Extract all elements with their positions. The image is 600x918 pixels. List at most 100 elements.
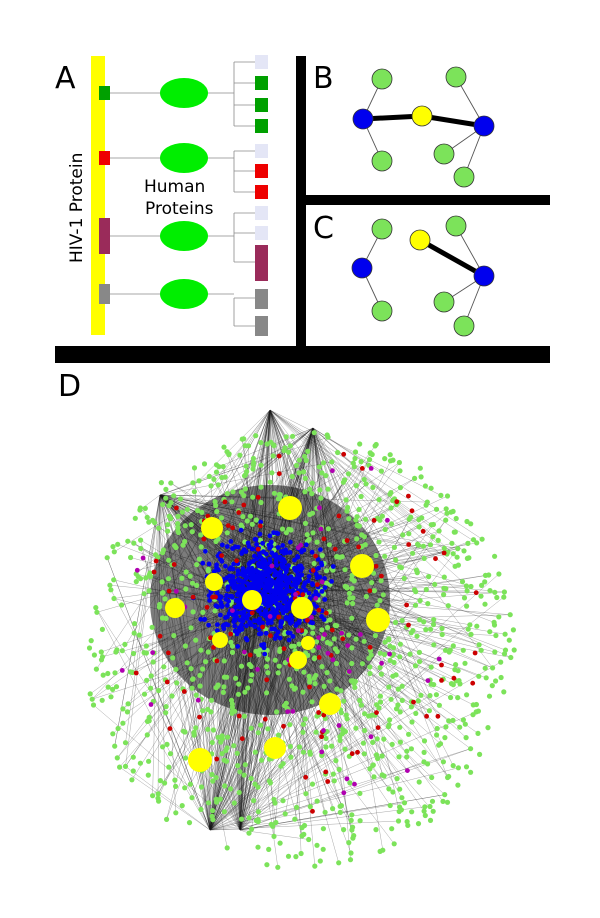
site-box-green [255, 98, 268, 112]
network-node [349, 751, 355, 757]
network-node [291, 643, 297, 649]
network-node [382, 553, 388, 559]
network-node [368, 652, 374, 658]
network-node [195, 697, 201, 703]
network-node [329, 579, 334, 584]
network-node [177, 496, 184, 502]
network-node [262, 593, 268, 599]
network-node [186, 820, 193, 826]
network-node [148, 702, 154, 707]
network-node [133, 670, 139, 676]
network-node [258, 462, 264, 468]
network-node [244, 468, 250, 475]
network-node [201, 536, 207, 542]
network-node [171, 562, 177, 567]
network-node [271, 573, 277, 578]
network-node [137, 507, 143, 513]
node-blue [473, 265, 495, 287]
network-node [281, 646, 287, 652]
network-node [310, 582, 315, 588]
network-node [112, 743, 118, 749]
network-node [205, 726, 211, 732]
network-node [368, 734, 374, 740]
network-node [156, 798, 162, 804]
network-node [144, 732, 150, 738]
network-node [264, 862, 270, 868]
network-node [214, 799, 220, 805]
network-node [263, 630, 269, 636]
network-node [419, 515, 425, 521]
network-node [237, 452, 243, 458]
network-node [250, 494, 256, 500]
network-node [310, 568, 316, 573]
network-node [237, 769, 243, 775]
network-node [219, 558, 225, 564]
network-node [323, 610, 329, 616]
network-node [379, 513, 385, 519]
network-node [225, 523, 231, 528]
network-node [406, 731, 412, 737]
network-node [208, 635, 213, 641]
network-node [329, 627, 335, 633]
node-green [433, 291, 455, 313]
network-node [255, 730, 261, 736]
network-node [423, 627, 429, 633]
binding-site-maroon [99, 218, 110, 254]
node-green [371, 68, 393, 90]
network-node [355, 749, 360, 755]
network-node [198, 532, 204, 538]
network-node [468, 583, 474, 590]
network-node [300, 729, 306, 735]
network-node [119, 648, 125, 654]
network-node [367, 664, 373, 670]
network-node [125, 538, 131, 544]
hiv-protein-node [291, 597, 313, 619]
network-node [493, 678, 499, 684]
network-node [433, 692, 439, 698]
network-node [298, 567, 304, 573]
network-node [114, 755, 120, 761]
network-node [376, 497, 382, 503]
network-node [412, 602, 419, 608]
network-node [280, 798, 286, 804]
network-node [239, 622, 245, 628]
network-node [269, 563, 275, 569]
network-node [259, 605, 264, 611]
network-node [435, 537, 441, 544]
network-node [241, 493, 247, 499]
network-node [271, 608, 277, 614]
network-node [506, 637, 512, 643]
network-node [325, 779, 331, 784]
network-node [303, 457, 309, 464]
network-node [179, 509, 185, 515]
network-node [274, 556, 279, 562]
network-node [502, 631, 508, 637]
network-node [394, 499, 400, 505]
network-node [416, 649, 422, 656]
network-node [237, 617, 243, 623]
network-node [260, 578, 266, 584]
network-node [377, 597, 383, 604]
network-node [173, 588, 179, 594]
network-node [105, 684, 111, 690]
network-node [293, 462, 300, 468]
network-node [220, 689, 226, 696]
network-node [473, 701, 479, 708]
network-node [429, 774, 435, 781]
network-node [302, 453, 308, 459]
network-node [157, 633, 163, 639]
network-node [290, 588, 296, 593]
network-node [414, 570, 420, 576]
network-node [275, 496, 281, 502]
network-node [249, 568, 255, 574]
network-node [318, 560, 324, 566]
network-node [164, 816, 170, 823]
network-node [163, 704, 169, 710]
network-node [350, 600, 356, 607]
network-node [319, 734, 324, 740]
network-node [318, 526, 324, 532]
network-node [452, 667, 458, 673]
network-node [459, 579, 466, 585]
network-node [306, 536, 312, 543]
network-node [283, 614, 289, 620]
